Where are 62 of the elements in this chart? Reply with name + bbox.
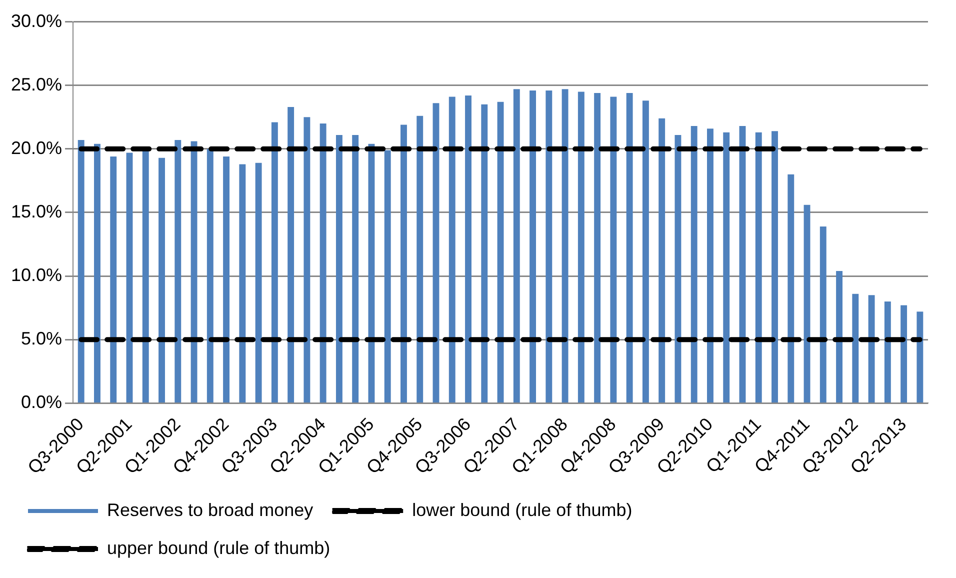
bar <box>626 92 633 402</box>
bar <box>304 117 310 402</box>
y-tick-label: 20.0% <box>10 138 62 158</box>
bar <box>772 131 778 402</box>
bar <box>432 103 440 402</box>
bar <box>723 132 730 402</box>
legend-label: Reserves to broad money <box>107 500 314 520</box>
bar <box>94 144 100 402</box>
y-tick-label: 15.0% <box>10 201 62 222</box>
bar <box>239 164 246 402</box>
y-tick-label: 30.0% <box>10 10 62 31</box>
bar <box>836 270 843 402</box>
bar <box>658 118 666 402</box>
bar <box>513 89 520 402</box>
bar <box>336 134 342 402</box>
bar <box>546 90 552 402</box>
bar <box>126 152 133 402</box>
bar <box>448 96 456 402</box>
bar <box>610 96 617 402</box>
y-tick-label: 10.0% <box>10 265 62 286</box>
bar <box>707 128 714 402</box>
legend-label: lower bound (rule of thumb) <box>412 500 632 520</box>
bar <box>255 162 262 402</box>
bar <box>400 124 407 402</box>
bar <box>352 134 359 402</box>
bar <box>884 301 891 402</box>
bar <box>900 305 908 402</box>
bar <box>223 156 230 402</box>
bar <box>110 156 117 402</box>
bar <box>481 104 488 402</box>
bar <box>288 106 294 402</box>
y-tick-label: 5.0% <box>21 328 62 349</box>
bar <box>416 116 424 402</box>
bar <box>852 294 859 402</box>
bar <box>788 174 794 402</box>
bar <box>271 122 278 402</box>
bar <box>755 132 762 402</box>
bar <box>174 140 182 402</box>
bar <box>690 126 698 402</box>
bar <box>674 134 682 402</box>
bar <box>594 92 601 402</box>
bar <box>804 204 810 402</box>
bar <box>78 140 84 402</box>
bar <box>916 312 924 402</box>
legend-label: upper bound (rule of thumb) <box>107 538 330 558</box>
bar <box>158 158 165 402</box>
bar <box>465 96 472 402</box>
bar <box>206 148 214 402</box>
bar <box>868 295 875 402</box>
bar <box>578 92 584 402</box>
y-tick-label: 0.0% <box>21 392 62 412</box>
bar <box>642 100 649 402</box>
bar <box>368 144 375 402</box>
y-tick-label: 25.0% <box>10 74 62 94</box>
bar <box>497 102 504 402</box>
bar <box>820 226 826 402</box>
bar <box>739 126 746 402</box>
bar <box>530 90 536 402</box>
bar <box>320 124 326 402</box>
bar <box>384 150 391 402</box>
bar <box>142 150 149 402</box>
bar <box>562 89 568 402</box>
